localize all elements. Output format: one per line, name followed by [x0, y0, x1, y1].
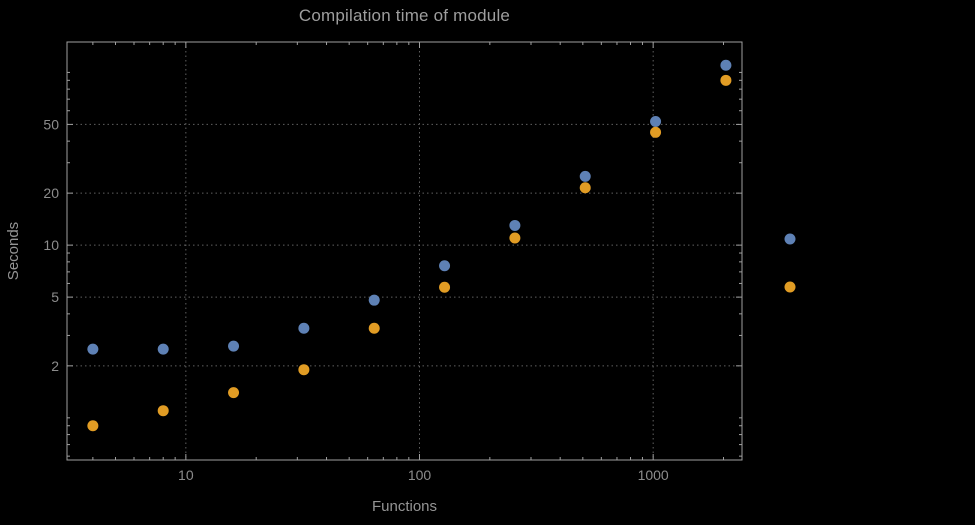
y-tick-label: 2: [51, 358, 59, 374]
x-tick-label: 10: [178, 467, 194, 483]
y-axis-label: Seconds: [5, 221, 22, 281]
data-point-orange: [720, 74, 732, 86]
y-tick-label: 5: [51, 289, 59, 305]
data-point-blue: [509, 219, 521, 231]
chart-title: Compilation time of module: [298, 6, 511, 25]
data-point-blue: [298, 322, 310, 334]
x-tick-label: 100: [408, 467, 432, 483]
x-axis-label: Functions: [371, 498, 438, 515]
y-tick-label: 10: [43, 237, 59, 253]
data-point-orange: [579, 182, 591, 194]
data-point-orange: [157, 405, 169, 417]
data-point-orange: [650, 126, 662, 138]
data-point-blue: [157, 343, 169, 355]
data-point-blue: [87, 343, 99, 355]
legend-marker-orange: [784, 281, 796, 293]
data-point-orange: [439, 281, 451, 293]
y-tick-label: 20: [43, 185, 59, 201]
data-point-orange: [509, 232, 521, 244]
data-point-blue: [650, 115, 662, 127]
data-point-blue: [439, 260, 451, 272]
data-point-blue: [228, 340, 240, 352]
y-tick-label: 50: [43, 116, 59, 132]
data-point-orange: [228, 387, 240, 399]
data-point-blue: [579, 170, 591, 182]
data-point-orange: [368, 322, 380, 334]
data-point-orange: [87, 420, 99, 432]
data-point-blue: [720, 59, 732, 71]
x-tick-label: 1000: [638, 467, 669, 483]
plot-frame: [66, 41, 743, 461]
data-point-blue: [368, 294, 380, 306]
data-point-orange: [298, 364, 310, 376]
legend-marker-blue: [784, 233, 796, 245]
